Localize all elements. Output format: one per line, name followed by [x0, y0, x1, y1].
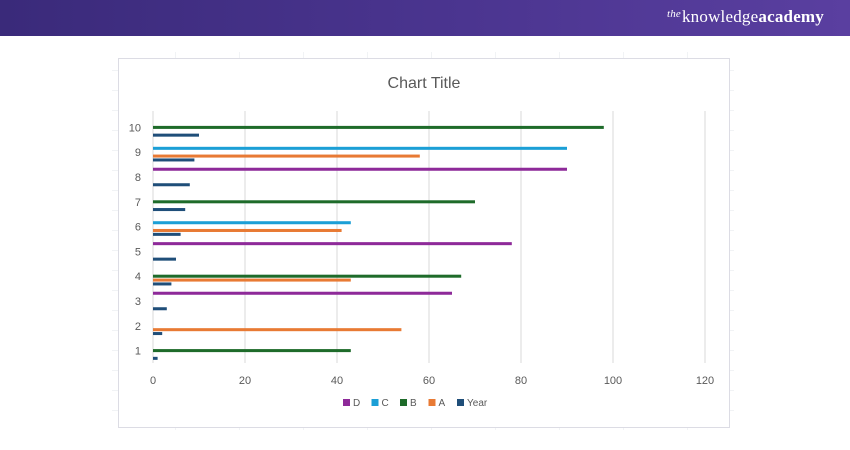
- x-tick-label: 40: [331, 375, 343, 387]
- bar-d-3[interactable]: [153, 291, 452, 295]
- x-tick-label: 120: [696, 375, 714, 387]
- bar-year-5[interactable]: [153, 257, 176, 261]
- bar-year-2[interactable]: [153, 332, 163, 336]
- bar-a-2[interactable]: [153, 328, 402, 332]
- bar-year-4[interactable]: [153, 282, 172, 286]
- brand-logo: theknowledgeacademy: [667, 7, 824, 27]
- bar-b-1[interactable]: [153, 349, 351, 353]
- bar-year-10[interactable]: [153, 133, 199, 137]
- y-tick-label: 8: [135, 172, 141, 184]
- bar-a-4[interactable]: [153, 278, 351, 282]
- legend-swatch-year: [457, 399, 464, 406]
- bar-chart: Chart Title 0 20 40 60 80 100 120 12345678910 …: [129, 75, 714, 409]
- bar-year-7[interactable]: [153, 208, 186, 212]
- legend-swatch-a: [428, 399, 436, 406]
- y-tick-label: 3: [135, 296, 141, 308]
- bar-c-6[interactable]: [153, 221, 351, 225]
- legend-label-a: A: [439, 398, 446, 409]
- bar-a-6[interactable]: [153, 228, 342, 232]
- bar-d-8[interactable]: [153, 167, 567, 171]
- legend-label-year: Year: [467, 398, 488, 409]
- bar-b-4[interactable]: [153, 274, 462, 278]
- y-tick-label: 9: [135, 147, 141, 159]
- bar-year-9[interactable]: [153, 158, 195, 162]
- x-tick-label: 20: [239, 375, 251, 387]
- x-tick-label: 60: [423, 375, 435, 387]
- y-axis-ticks: 1 2 3 4 5 6 7 8 9 10: [129, 122, 141, 357]
- x-axis-ticks: 0 20 40 60 80 100 120: [150, 375, 714, 387]
- bar-b-10[interactable]: [153, 125, 604, 129]
- y-tick-label: 6: [135, 222, 141, 234]
- y-tick-label: 2: [135, 321, 141, 333]
- header-banner: theknowledgeacademy: [0, 0, 850, 36]
- legend-swatch-b: [400, 399, 407, 406]
- legend-swatch-d: [343, 399, 350, 406]
- gridlines: [152, 111, 706, 363]
- y-tick-label: 4: [135, 271, 141, 283]
- legend: D C B A Year: [343, 398, 488, 409]
- y-tick-label: 10: [129, 122, 141, 134]
- legend-label-c: C: [382, 398, 389, 409]
- chart-area[interactable]: Chart Title 0 20 40 60 80 100 120 1 2 3 4 5 6 7 8 9 10 …: [118, 58, 730, 428]
- x-tick-label: 100: [604, 375, 622, 387]
- bar-year-1[interactable]: [153, 356, 158, 360]
- bar-year-8[interactable]: [153, 183, 190, 187]
- bars: [153, 125, 604, 360]
- y-tick-label: 1: [135, 346, 141, 358]
- bar-a-9[interactable]: [153, 154, 420, 158]
- bar-c-9[interactable]: [153, 146, 567, 150]
- bar-d-5[interactable]: [153, 242, 512, 246]
- bar-year-3[interactable]: [153, 307, 167, 311]
- legend-swatch-c: [371, 399, 379, 406]
- brand-the: the: [666, 8, 681, 20]
- bar-year-6[interactable]: [153, 232, 181, 236]
- legend-label-d: D: [353, 398, 360, 409]
- x-tick-label: 0: [150, 375, 156, 387]
- y-tick-label: 7: [135, 197, 141, 209]
- chart-title: Chart Title: [388, 75, 461, 92]
- brand-knowledge: knowledge: [681, 7, 759, 26]
- x-tick-label: 80: [515, 375, 527, 387]
- legend-label-b: B: [410, 398, 417, 409]
- bar-b-7[interactable]: [153, 200, 475, 204]
- y-tick-label: 5: [135, 246, 141, 258]
- brand-academy: academy: [758, 7, 824, 26]
